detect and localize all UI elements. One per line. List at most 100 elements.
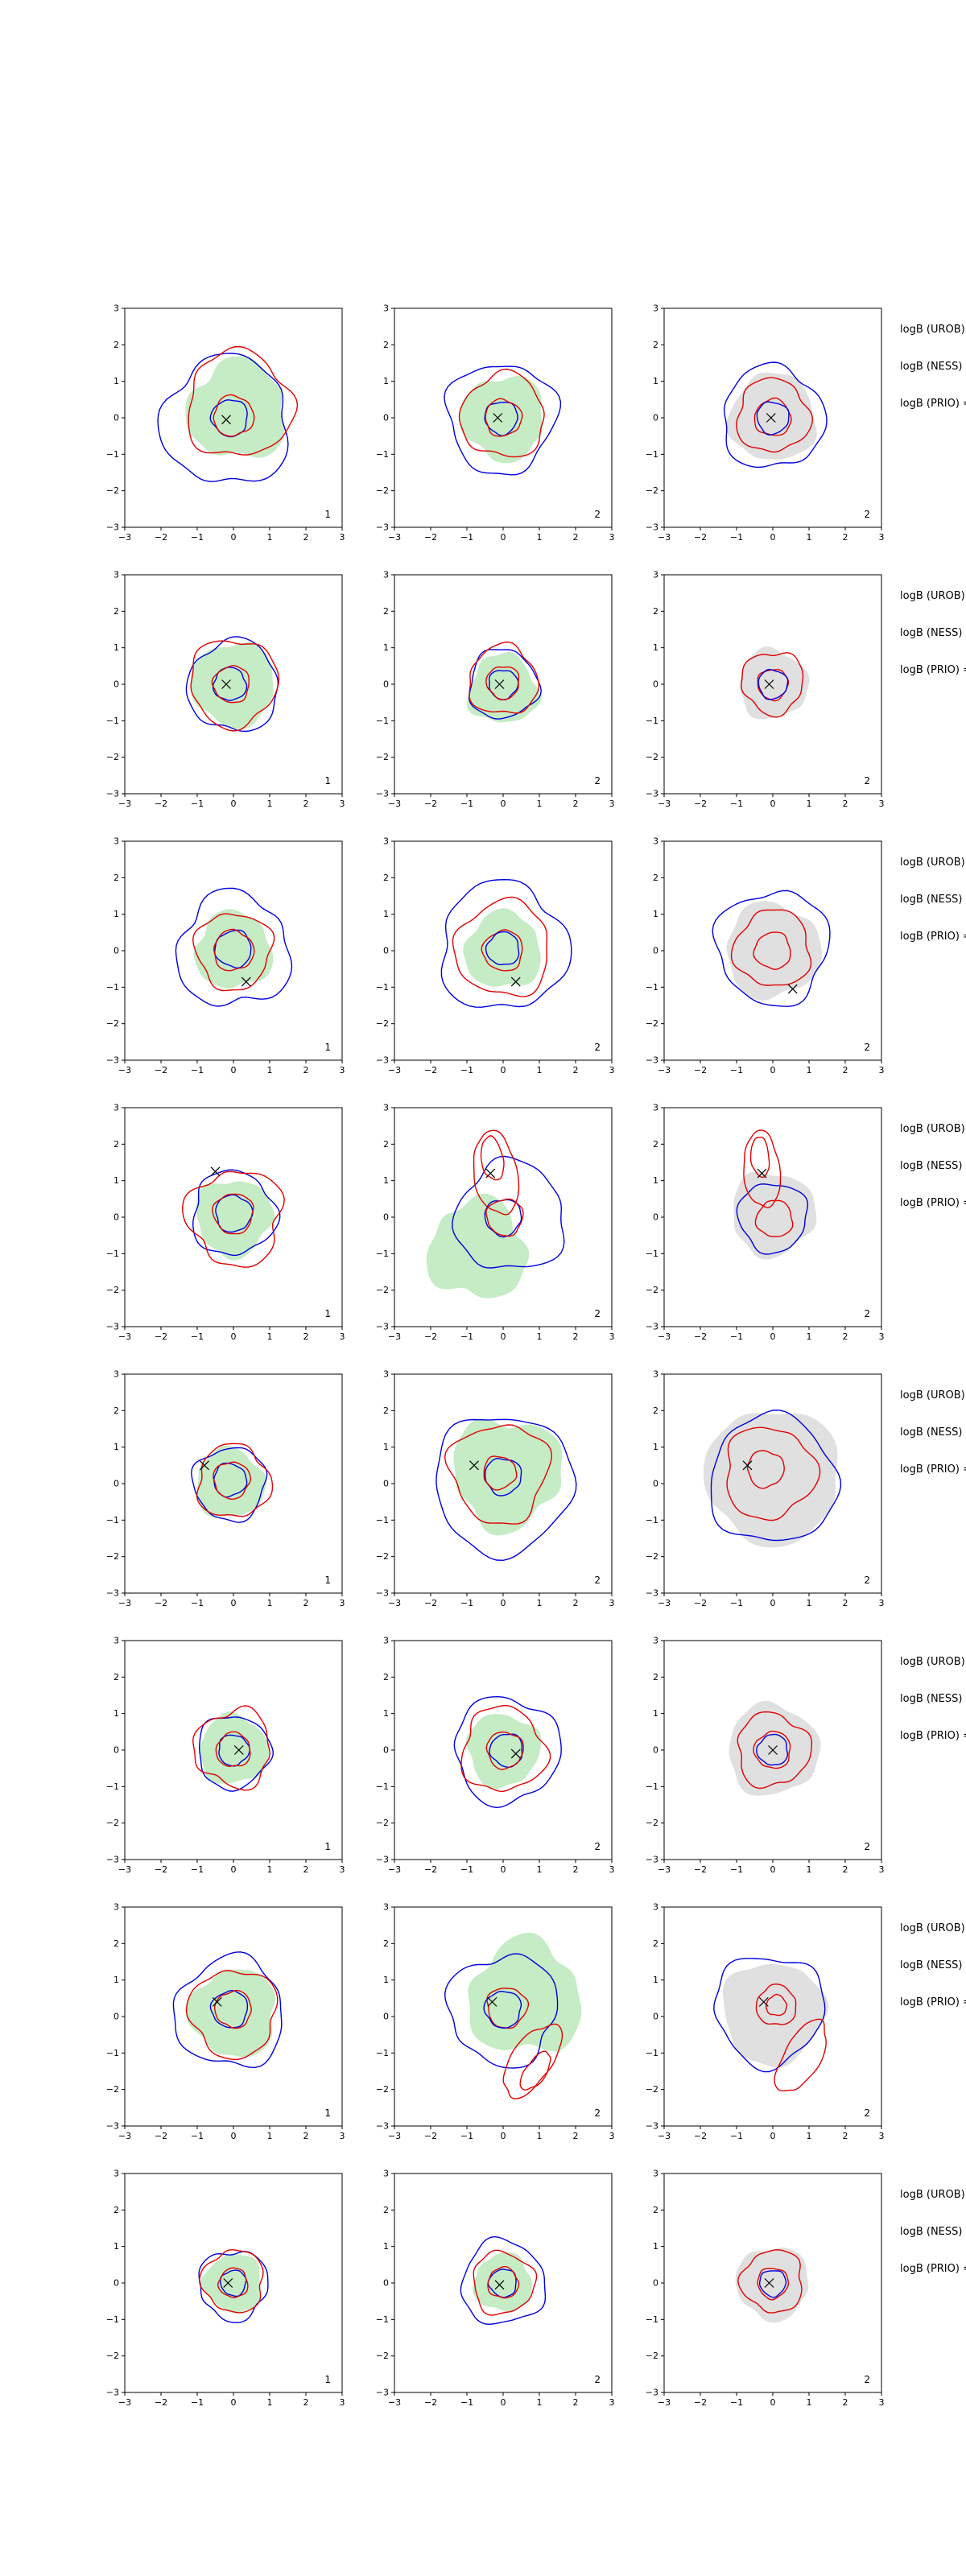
cross-marker [485,1168,496,1179]
y-tick-label: 0 [383,2278,389,2289]
y-tick-label: −1 [376,982,389,993]
red-contour-line [737,1711,813,1790]
cross-marker [212,1996,222,2007]
y-tick-label: −2 [106,485,119,496]
x-tick-label: 0 [501,2397,506,2408]
x-tick-label: −3 [388,532,401,543]
blue-contour-line [460,2235,547,2326]
y-tick-label: 0 [383,1212,389,1223]
x-tick-label: −3 [388,1065,401,1075]
y-tick-label: 2 [653,873,658,883]
x-tick-label: 3 [609,2131,615,2141]
x-tick-label: 3 [879,1331,885,1342]
x-tick-label: 0 [501,1065,506,1075]
x-tick-label: −1 [730,1331,743,1342]
x-tick-label: −3 [388,1864,401,1875]
y-tick-label: 2 [383,1406,389,1416]
y-tick-label: −2 [106,1018,119,1029]
red-contour-line [765,1993,788,2017]
x-tick-label: 1 [537,2397,543,2408]
row-metric-label: logB (NESS) = [900,1426,966,1439]
cross-marker [469,1460,479,1471]
y-tick-label: −1 [376,716,389,726]
x-tick-label: 1 [537,1065,543,1075]
y-tick-label: 3 [653,1369,658,1380]
x-tick-label: 2 [843,2397,848,2408]
y-tick-label: 1 [383,642,389,653]
red-contour-line [757,2268,790,2301]
blue-contour-line [209,1989,249,2029]
x-tick-label: 1 [537,1598,543,1608]
red-contour-line [460,1705,551,1793]
y-tick-label: 3 [114,1103,119,1113]
y-tick-label: −2 [376,1551,389,1562]
y-tick-label: −2 [646,752,658,762]
blue-contour-line [759,2270,787,2298]
y-tick-label: −1 [106,2048,119,2058]
y-tick-label: −3 [646,789,658,799]
y-tick-label: 0 [114,1212,119,1223]
red-contour-line [487,2265,520,2299]
red-contour-line [741,652,804,718]
blue-contour-line [175,887,293,1007]
subplot-r5c2: −3−3 −2 −2 −1 −1 0 0 1 1 2 2 3 3 2 [376,1369,615,1609]
x-tick-label: −1 [460,1331,473,1342]
x-tick-label: −1 [191,2397,204,2408]
y-tick-label: −2 [646,2084,658,2095]
panel-number: 2 [594,1308,601,1319]
row-metric-label: logB (UROB) = [900,1922,966,1934]
y-tick-label: −2 [646,1018,658,1029]
green-fill-region [199,1711,270,1784]
y-tick-label: −2 [646,2351,658,2361]
green-fill-region [426,1193,530,1298]
x-tick-label: 1 [267,532,273,543]
red-contour-line [746,1450,785,1489]
y-tick-label: −1 [646,2314,658,2325]
x-tick-label: 2 [843,2131,848,2141]
y-tick-label: 1 [383,1708,389,1719]
x-tick-label: −1 [191,1864,204,1875]
x-tick-label: −2 [424,1598,437,1608]
x-tick-label: −2 [424,799,437,809]
red-contour-line [213,394,255,437]
x-tick-label: 1 [537,2131,543,2141]
y-tick-label: −1 [376,449,389,460]
x-tick-label: 0 [231,1598,237,1608]
blue-contour-line [485,1458,522,1496]
x-tick-label: 3 [340,2131,345,2141]
x-tick-label: 2 [303,1598,309,1608]
blue-contour-line [484,1199,522,1238]
x-tick-label: 0 [770,2131,776,2141]
y-tick-label: −3 [376,522,389,533]
green-fill-region [185,1969,276,2058]
y-tick-label: 3 [383,1902,389,1913]
y-tick-label: −3 [646,2388,658,2398]
y-tick-label: −2 [106,2351,119,2361]
red-contour-line [473,1129,520,1216]
panel-number: 2 [864,1042,870,1053]
y-tick-label: −2 [646,1285,658,1295]
y-tick-label: 0 [114,1479,119,1489]
y-tick-label: 3 [653,1902,658,1913]
cross-marker [766,413,776,423]
cross-marker [487,1996,497,2007]
y-tick-label: −1 [646,716,658,726]
y-tick-label: −1 [646,982,658,993]
gray-fill-region [723,1963,829,2068]
y-tick-label: 3 [114,303,119,314]
x-tick-label: −2 [155,2397,167,2408]
x-tick-label: 1 [807,1331,812,1342]
y-tick-label: −3 [646,1855,658,1865]
y-tick-label: 3 [383,1636,389,1646]
x-tick-label: 0 [770,799,776,809]
x-tick-label: −3 [118,1864,131,1875]
x-tick-label: 1 [807,799,812,809]
y-tick-label: 2 [653,606,658,617]
y-tick-label: 2 [114,1672,119,1682]
panel-number: 1 [324,1308,331,1319]
blue-contour-line [713,1958,826,2073]
cross-marker [494,2280,505,2290]
blue-contour-line [756,401,790,436]
y-tick-label: 1 [653,909,658,919]
red-contour-line [452,896,548,997]
